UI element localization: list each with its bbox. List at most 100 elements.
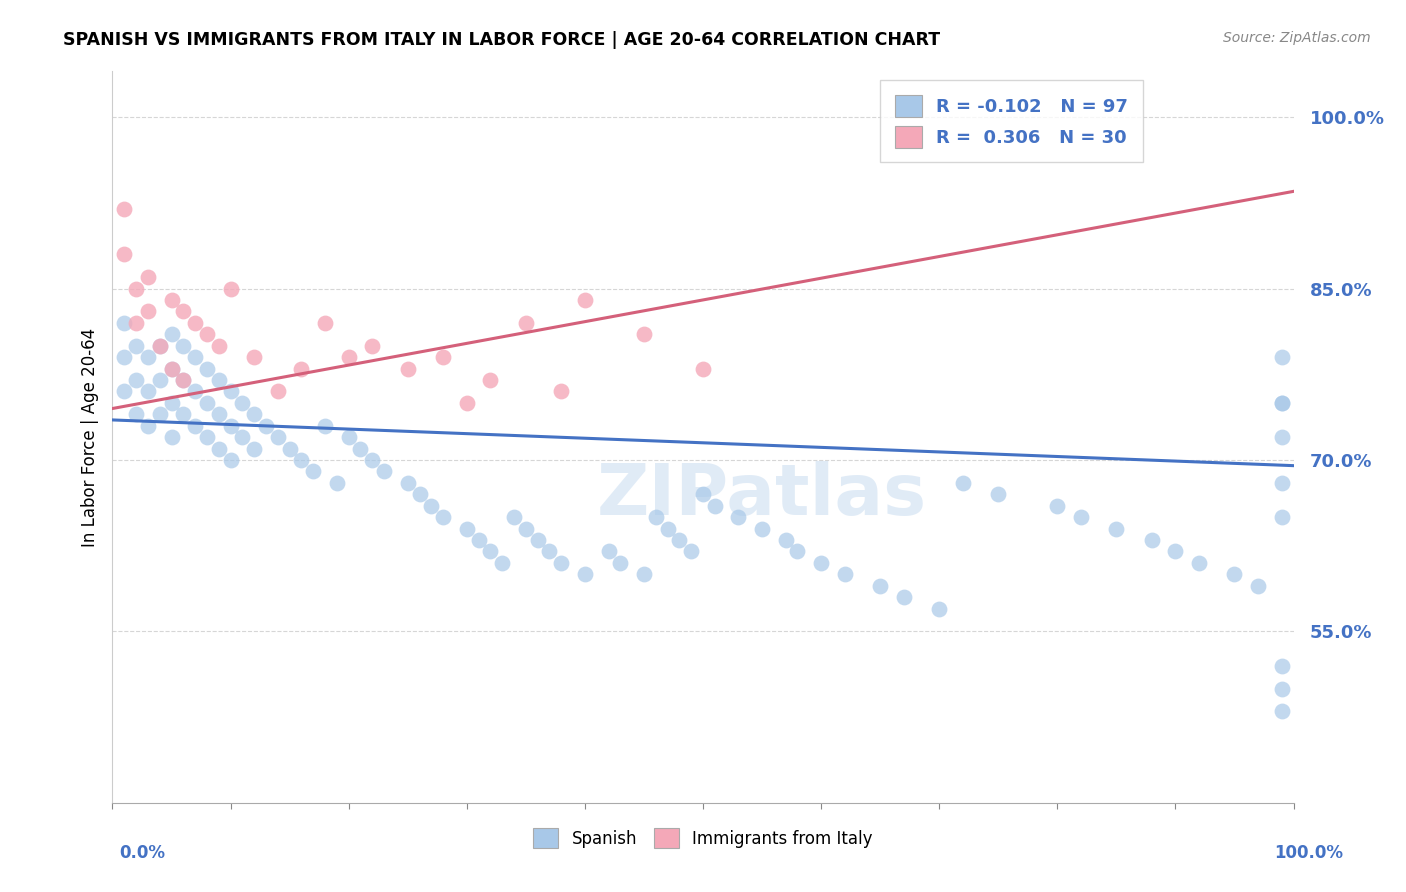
Point xyxy=(172,373,194,387)
Point xyxy=(184,316,207,330)
Point xyxy=(609,556,631,570)
Point xyxy=(668,533,690,547)
Point xyxy=(160,396,183,410)
Point xyxy=(1271,681,1294,696)
Point xyxy=(267,430,290,444)
Point xyxy=(243,350,266,364)
Point xyxy=(112,384,135,399)
Point xyxy=(125,373,148,387)
Point xyxy=(160,430,183,444)
Point xyxy=(208,407,231,421)
Point xyxy=(633,567,655,582)
Point xyxy=(278,442,301,456)
Point xyxy=(243,442,266,456)
Point xyxy=(1046,499,1069,513)
Text: ZIPatlas: ZIPatlas xyxy=(598,461,927,530)
Point xyxy=(195,396,218,410)
Point xyxy=(172,373,194,387)
Point xyxy=(112,202,135,216)
Point xyxy=(1271,430,1294,444)
Point xyxy=(727,510,749,524)
Point xyxy=(952,475,974,490)
Point xyxy=(290,453,312,467)
Point xyxy=(349,442,371,456)
Point xyxy=(219,281,242,295)
Point xyxy=(125,407,148,421)
Point xyxy=(231,430,253,444)
Point xyxy=(172,304,194,318)
Point xyxy=(467,533,489,547)
Point xyxy=(550,556,572,570)
Point xyxy=(834,567,856,582)
Point xyxy=(479,544,502,558)
Point xyxy=(515,316,537,330)
Point xyxy=(112,350,135,364)
Point xyxy=(1164,544,1187,558)
Point xyxy=(503,510,526,524)
Point xyxy=(1271,396,1294,410)
Text: SPANISH VS IMMIGRANTS FROM ITALY IN LABOR FORCE | AGE 20-64 CORRELATION CHART: SPANISH VS IMMIGRANTS FROM ITALY IN LABO… xyxy=(63,31,941,49)
Point xyxy=(598,544,620,558)
Point xyxy=(184,384,207,399)
Point xyxy=(267,384,290,399)
Point xyxy=(1070,510,1092,524)
Point xyxy=(538,544,561,558)
Point xyxy=(633,327,655,342)
Point xyxy=(491,556,513,570)
Point xyxy=(219,384,242,399)
Point xyxy=(361,453,384,467)
Point xyxy=(432,350,454,364)
Point xyxy=(810,556,832,570)
Point xyxy=(703,499,725,513)
Point xyxy=(1105,521,1128,535)
Point xyxy=(479,373,502,387)
Point xyxy=(149,338,172,352)
Point xyxy=(195,361,218,376)
Point xyxy=(408,487,430,501)
Point xyxy=(396,475,419,490)
Point xyxy=(208,442,231,456)
Point xyxy=(172,338,194,352)
Text: 0.0%: 0.0% xyxy=(120,844,166,862)
Point xyxy=(644,510,666,524)
Point xyxy=(574,293,596,307)
Point xyxy=(125,338,148,352)
Point xyxy=(869,579,891,593)
Point xyxy=(1271,705,1294,719)
Point xyxy=(361,338,384,352)
Point xyxy=(1271,350,1294,364)
Point xyxy=(456,396,478,410)
Point xyxy=(195,327,218,342)
Legend: Spanish, Immigrants from Italy: Spanish, Immigrants from Italy xyxy=(524,820,882,856)
Point xyxy=(692,361,714,376)
Point xyxy=(160,327,183,342)
Point xyxy=(681,544,703,558)
Point xyxy=(337,350,360,364)
Point xyxy=(172,407,194,421)
Point xyxy=(219,453,242,467)
Point xyxy=(184,418,207,433)
Point xyxy=(160,293,183,307)
Point xyxy=(574,567,596,582)
Point xyxy=(314,418,336,433)
Point xyxy=(1247,579,1270,593)
Point xyxy=(208,338,231,352)
Point xyxy=(550,384,572,399)
Point xyxy=(1223,567,1246,582)
Point xyxy=(987,487,1010,501)
Point xyxy=(184,350,207,364)
Point xyxy=(160,361,183,376)
Point xyxy=(1271,396,1294,410)
Point xyxy=(125,316,148,330)
Point xyxy=(373,464,395,478)
Y-axis label: In Labor Force | Age 20-64: In Labor Force | Age 20-64 xyxy=(80,327,98,547)
Point xyxy=(195,430,218,444)
Point xyxy=(692,487,714,501)
Point xyxy=(1140,533,1163,547)
Point xyxy=(231,396,253,410)
Point xyxy=(1271,658,1294,673)
Text: Source: ZipAtlas.com: Source: ZipAtlas.com xyxy=(1223,31,1371,45)
Point xyxy=(775,533,797,547)
Point xyxy=(1271,510,1294,524)
Point xyxy=(302,464,325,478)
